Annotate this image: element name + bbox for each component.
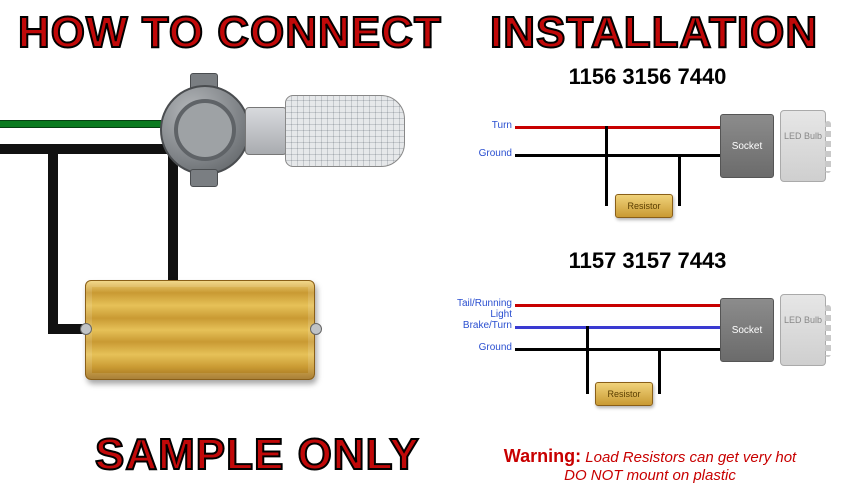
warning-line1: Load Resistors can get very hot bbox=[585, 449, 796, 466]
wire-label-tail: Tail/Running Light bbox=[452, 298, 512, 320]
wiring-diagram-dual-filament: Tail/Running LightBrake/TurnGroundSocket… bbox=[460, 282, 830, 422]
wiring-diagrams: 1156 3156 7440 TurnGroundSocketLED BulbR… bbox=[460, 60, 835, 432]
warning-line2: DO NOT mount on plastic bbox=[564, 467, 736, 484]
diagram-led-bulb: LED Bulb bbox=[780, 110, 826, 182]
led-bulb bbox=[285, 95, 405, 167]
wire-ground bbox=[515, 154, 720, 157]
diagram-socket: Socket bbox=[720, 298, 774, 362]
resistor-lead-right bbox=[310, 323, 322, 335]
diagram-resistor: Resistor bbox=[595, 382, 653, 406]
diagram-resistor: Resistor bbox=[615, 194, 673, 218]
resistor-tap-2 bbox=[658, 348, 661, 394]
title-sample-only: SAMPLE ONLY bbox=[95, 430, 420, 480]
wire-black-top bbox=[0, 144, 178, 154]
wire-label-brake: Brake/Turn bbox=[452, 320, 512, 331]
diagram-socket: Socket bbox=[720, 114, 774, 178]
wire-label-ground: Ground bbox=[452, 342, 512, 353]
wire-label-ground: Ground bbox=[452, 148, 512, 159]
resistor-tap-1 bbox=[605, 126, 608, 206]
warning-label: Warning: bbox=[504, 446, 581, 466]
wire-green bbox=[0, 120, 180, 128]
warning-text: Warning: Load Resistors can get very hot… bbox=[470, 446, 830, 484]
resistor-tap-2 bbox=[678, 154, 681, 206]
bulb-base bbox=[245, 107, 287, 155]
wire-turn bbox=[515, 126, 720, 129]
title-how-to-connect: HOW TO CONNECT bbox=[18, 8, 442, 58]
wire-ground bbox=[515, 348, 720, 351]
wire-label-turn: Turn bbox=[452, 120, 512, 131]
bulb-socket bbox=[160, 85, 250, 175]
title-installation: INSTALLATION bbox=[490, 8, 818, 58]
physical-sample-illustration bbox=[0, 85, 430, 395]
wiring-diagram-single-filament: TurnGroundSocketLED BulbResistor bbox=[460, 98, 830, 238]
load-resistor bbox=[85, 280, 315, 380]
wire-black-vert-1 bbox=[48, 144, 58, 334]
wire-tail bbox=[515, 304, 720, 307]
diagram2-heading: 1157 3157 7443 bbox=[460, 248, 835, 274]
resistor-lead-left bbox=[80, 323, 92, 335]
resistor-tap-1 bbox=[586, 326, 589, 394]
diagram1-heading: 1156 3156 7440 bbox=[460, 64, 835, 90]
wire-brake bbox=[515, 326, 720, 329]
diagram-led-bulb: LED Bulb bbox=[780, 294, 826, 366]
